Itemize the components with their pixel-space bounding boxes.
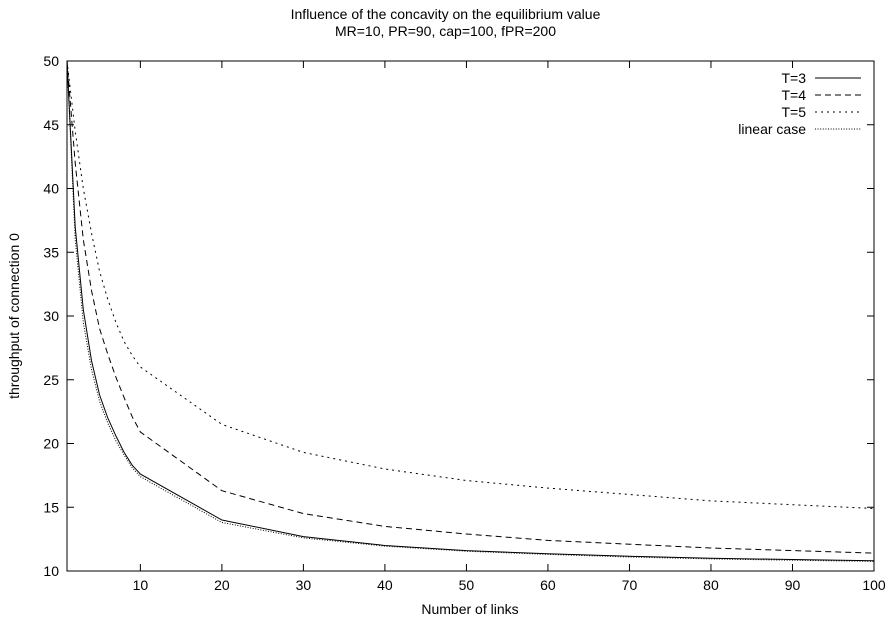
y-tick-label: 15: [43, 499, 59, 515]
y-tick-label: 10: [43, 563, 59, 579]
y-tick-label: 45: [43, 117, 59, 133]
y-tick-label: 50: [43, 53, 59, 69]
x-tick-label: 10: [133, 577, 149, 593]
x-tick-label: 90: [785, 577, 801, 593]
y-tick-label: 30: [43, 308, 59, 324]
x-tick-label: 40: [377, 577, 393, 593]
x-tick-label: 70: [622, 577, 638, 593]
x-axis-label: Number of links: [421, 601, 518, 617]
y-tick-label: 35: [43, 244, 59, 260]
y-axis-label: throughput of connection 0: [6, 233, 22, 399]
legend-label: T=5: [781, 104, 806, 120]
y-tick-label: 20: [43, 436, 59, 452]
series-line-1: [66, 60, 875, 554]
x-tick-label: 80: [703, 577, 719, 593]
legend-label: linear case: [738, 121, 806, 137]
legend-label: T=3: [781, 70, 806, 86]
x-tick-label: 30: [296, 577, 312, 593]
chart-subtitle: MR=10, PR=90, cap=100, fPR=200: [334, 23, 557, 39]
series-line-0: [66, 60, 875, 562]
plot-frame: [66, 60, 875, 572]
legend-label: T=4: [781, 87, 806, 103]
x-tick-label: 50: [459, 577, 475, 593]
x-tick-label: 20: [214, 577, 230, 593]
series-lines: [66, 60, 875, 562]
y-tick-label: 25: [43, 372, 59, 388]
axis-ticks: 10 15 20 25 30 35 40 45 50 10 20 30 40 50 60 70 80 90 100: [43, 53, 885, 593]
series-line-3: [66, 60, 875, 562]
x-tick-label: 60: [540, 577, 556, 593]
y-tick-label: 40: [43, 181, 59, 197]
x-tick-label: 100: [862, 577, 886, 593]
chart-title: Influence of the concavity on the equili…: [290, 6, 601, 22]
